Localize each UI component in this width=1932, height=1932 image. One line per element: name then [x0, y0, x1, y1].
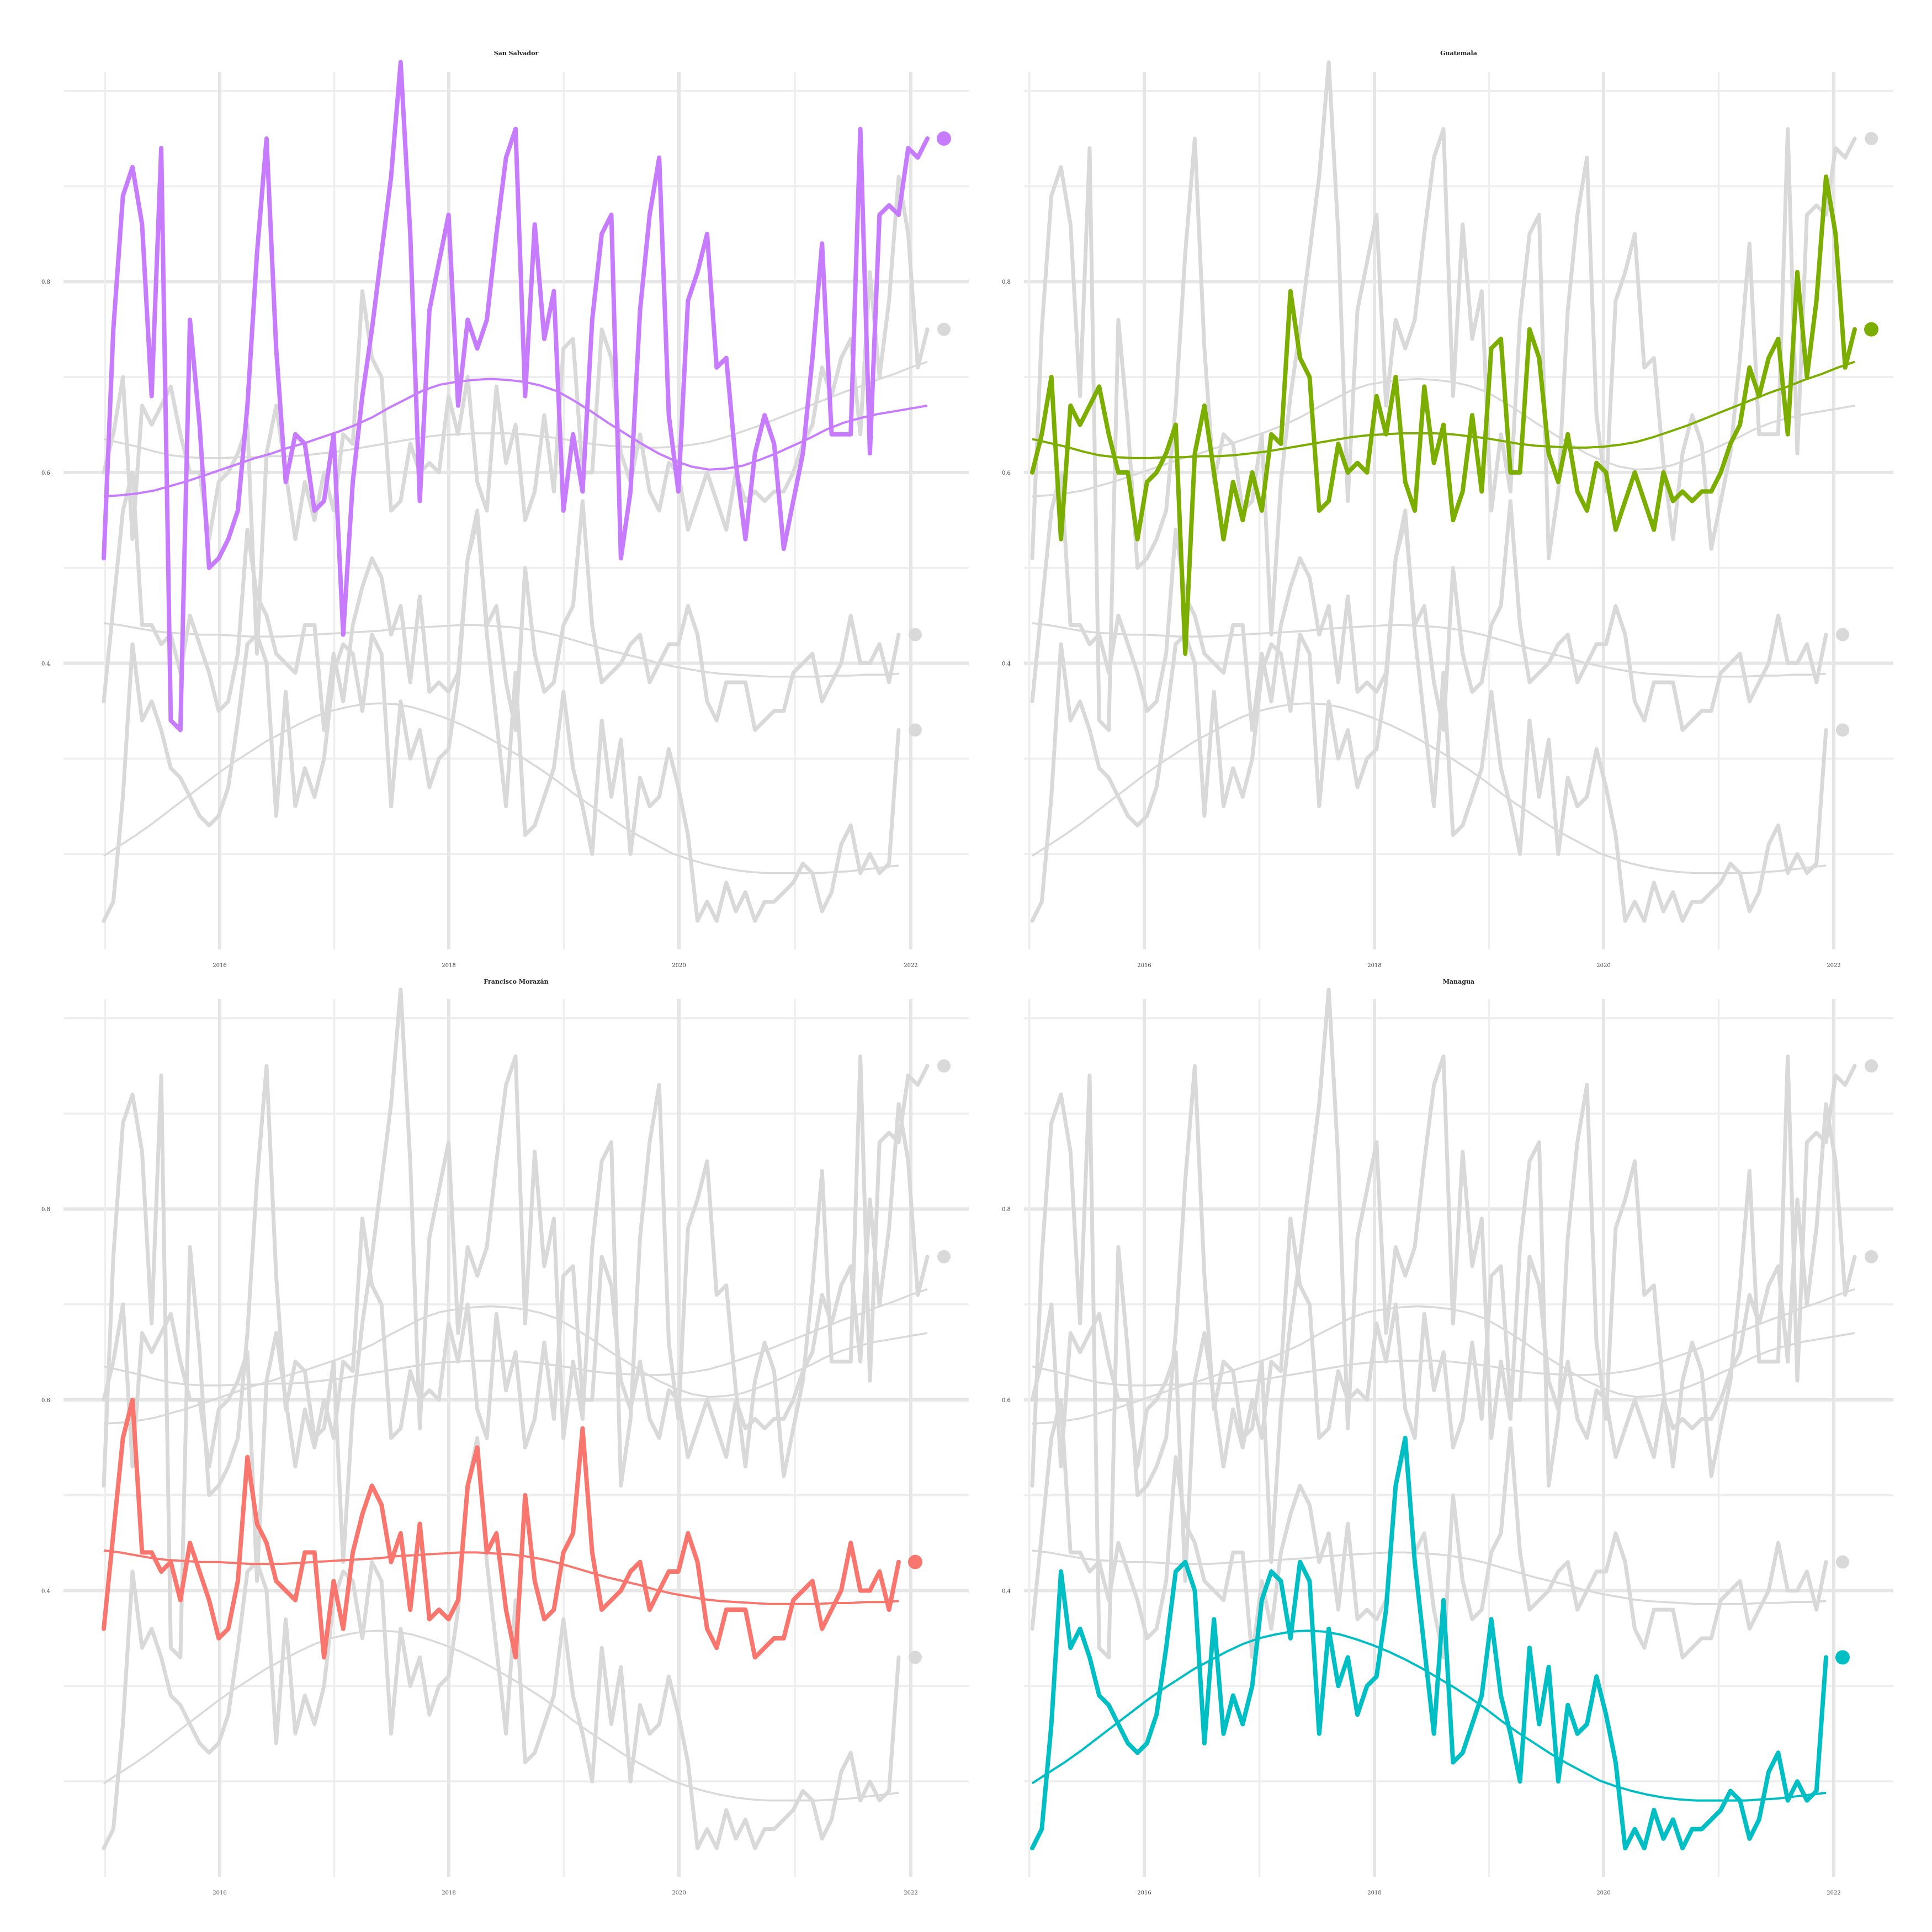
panel-title: Guatemala	[1440, 50, 1477, 57]
x-tick-label: 2022	[904, 1890, 917, 1896]
background-series-line	[1030, 60, 1857, 732]
background-trend-line	[103, 1305, 928, 1425]
y-tick-label: 0.4	[1002, 661, 1011, 667]
x-tick-label: 2016	[1137, 963, 1151, 969]
y-tick-label: 0.6	[41, 1398, 50, 1404]
background-series-line	[102, 1102, 930, 1583]
background-series-line	[1030, 508, 1828, 923]
highlight-series-line	[102, 1397, 901, 1660]
x-tick-label: 2022	[1827, 1890, 1840, 1896]
highlight-end-point	[907, 1554, 922, 1569]
highlight-series-line	[1030, 174, 1857, 656]
background-series-line	[102, 508, 901, 923]
background-series-line	[1030, 470, 1828, 732]
panel-2: Guatemala 0.4 0.6 0.8 2016 2018 2020 2022	[1002, 50, 1893, 969]
background-end-point	[1836, 628, 1850, 641]
background-trend-line	[1032, 1305, 1855, 1425]
panel-title: San Salvador	[494, 50, 539, 57]
y-tick-label: 0.4	[1002, 1589, 1011, 1595]
x-tick-label: 2020	[1596, 1890, 1610, 1896]
x-tick-label: 2016	[213, 1890, 226, 1896]
background-end-point	[937, 322, 951, 336]
y-tick-label: 0.8	[41, 1207, 50, 1213]
background-end-point	[937, 1250, 951, 1264]
background-end-point	[908, 628, 922, 641]
x-tick-label: 2022	[1827, 963, 1840, 969]
background-series-line	[1030, 988, 1857, 1659]
highlight-end-point	[1864, 322, 1878, 337]
y-tick-label: 0.4	[41, 1589, 50, 1595]
x-tick-label: 2018	[1367, 1890, 1381, 1896]
highlight-end-point	[1835, 1650, 1850, 1665]
background-end-point	[1865, 131, 1878, 145]
panel-3: Francisco Morazán 0.4 0.6 0.8 2016 2018 2020 20…	[41, 978, 969, 1896]
background-end-point	[908, 723, 922, 737]
highlight-series-line	[1030, 1436, 1828, 1851]
panel-title: Francisco Morazán	[484, 978, 548, 985]
highlight-trend-line	[1031, 1630, 1827, 1802]
y-tick-label: 0.8	[1002, 279, 1011, 285]
background-series-line	[102, 988, 930, 1659]
x-tick-label: 2018	[442, 1890, 455, 1896]
background-trend-line	[1032, 378, 1855, 497]
x-tick-label: 2022	[904, 963, 917, 969]
y-tick-label: 0.6	[1002, 1398, 1011, 1404]
background-series-line	[1030, 1398, 1828, 1659]
highlight-series-line	[102, 60, 930, 733]
background-trend-line	[1032, 1549, 1827, 1605]
background-series-line	[1030, 1102, 1857, 1583]
panel-4: Managua 0.4 0.6 0.8 2016 2018 2020 2022	[1002, 978, 1893, 1896]
background-series-line	[102, 1436, 901, 1850]
x-tick-label: 2020	[672, 1890, 686, 1896]
highlight-trend-line	[103, 378, 928, 498]
background-end-point	[1865, 1250, 1878, 1264]
background-end-point	[908, 1650, 922, 1664]
highlight-end-point	[937, 131, 951, 146]
y-tick-label: 0.8	[1002, 1207, 1011, 1213]
background-end-point	[1865, 1059, 1878, 1073]
x-tick-label: 2020	[1596, 963, 1610, 969]
panel-title: Managua	[1443, 978, 1474, 985]
background-series-line	[102, 470, 901, 732]
x-tick-label: 2016	[1137, 1890, 1151, 1896]
y-tick-label: 0.6	[41, 470, 50, 476]
y-tick-label: 0.4	[41, 661, 50, 667]
highlight-trend-line	[103, 1549, 899, 1605]
background-series-line	[102, 174, 930, 656]
background-end-point	[1836, 723, 1850, 737]
highlight-trend-line	[1032, 360, 1855, 459]
background-trend-line	[103, 702, 899, 874]
background-trend-line	[103, 1288, 928, 1387]
x-tick-label: 2016	[213, 963, 226, 969]
x-tick-label: 2018	[1367, 963, 1381, 969]
x-tick-label: 2018	[442, 963, 455, 969]
background-trend-line	[103, 1630, 899, 1802]
background-trend-line	[103, 622, 899, 678]
background-trend-line	[1032, 702, 1827, 874]
background-end-point	[1836, 1555, 1850, 1569]
background-end-point	[937, 1059, 951, 1073]
y-tick-label: 0.6	[1002, 470, 1011, 476]
y-tick-label: 0.8	[41, 279, 50, 285]
panel-1: San Salvador 0.4 0.6 0.8 2016 2018 2020 2022	[41, 50, 969, 969]
background-trend-line	[1032, 622, 1827, 678]
x-tick-label: 2020	[672, 963, 686, 969]
background-trend-line	[1032, 1288, 1855, 1387]
